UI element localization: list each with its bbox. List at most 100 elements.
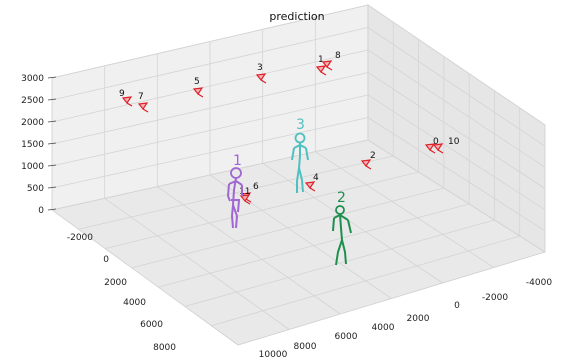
- camera-label: 8: [335, 51, 341, 61]
- grid-line: [367, 94, 546, 211]
- camera-marker: [239, 194, 251, 205]
- x-tick-label: 4000: [372, 323, 395, 333]
- camera-label: 9: [119, 89, 125, 99]
- skeleton-segment: [228, 179, 243, 186]
- skeleton-segment: [347, 219, 352, 234]
- camera-11: 11: [239, 187, 251, 205]
- grid-line: [104, 198, 290, 330]
- z-tick-label: 1000: [21, 162, 44, 172]
- skeleton-segment: [293, 143, 307, 149]
- y-tick-label: 4000: [123, 298, 146, 308]
- x-tick-label: 0: [454, 301, 460, 311]
- y-axis-ticks: -2000 0 2000 4000 6000 8000: [67, 233, 176, 353]
- person-1-label: 1: [233, 153, 242, 169]
- x-tick-label: 8000: [294, 342, 317, 352]
- person-1-lines: [226, 167, 243, 229]
- skeleton-segment: [332, 217, 335, 232]
- camera-marker: [315, 65, 327, 76]
- grid-line: [367, 49, 546, 168]
- y-tick-label: 6000: [140, 320, 163, 330]
- grid-line: [262, 163, 443, 284]
- grid-line: [157, 186, 341, 315]
- camera-label: 11: [239, 187, 250, 197]
- camera-10: 10: [432, 137, 460, 154]
- skeleton-segment: [333, 213, 349, 221]
- x-tick-label: 6000: [335, 332, 358, 342]
- camera-marker: [304, 181, 316, 192]
- camera-label: 5: [194, 77, 200, 87]
- camera-marker: [121, 96, 133, 107]
- camera-marker: [321, 60, 333, 71]
- z-tick-label: 3000: [21, 74, 44, 84]
- z-axis-ticks: 0 500 1000 1500 2000 2500 3000: [21, 74, 57, 216]
- camera-marker: [424, 143, 436, 154]
- z-tick-mark: [47, 76, 57, 79]
- person-3-lines: [291, 132, 309, 193]
- camera-4: 4: [304, 173, 319, 192]
- camera-label: 1: [318, 55, 324, 65]
- skeleton-segment: [335, 239, 343, 266]
- person-3-skeleton: 3: [291, 117, 309, 193]
- skeleton-segment: [226, 183, 231, 202]
- person-3-label: 3: [296, 117, 305, 133]
- camera-2: 2: [360, 151, 376, 170]
- skeleton-segment: [230, 204, 234, 229]
- camera-8: 8: [321, 51, 341, 71]
- camera-label: 3: [257, 63, 263, 73]
- y-tick-label: 0: [103, 255, 109, 265]
- y-tick-label: 2000: [104, 278, 127, 288]
- x-tick-label: -2000: [482, 293, 508, 303]
- camera-marker: [360, 159, 372, 170]
- grid-line: [367, 139, 546, 253]
- skeleton-segment: [231, 199, 241, 213]
- camera-7: 7: [137, 92, 149, 113]
- x-axis-ticks: -4000 -2000 0 2000 4000 6000 8000 10000: [259, 278, 553, 360]
- camera-label: 7: [138, 92, 144, 102]
- z-tick-mark: [47, 98, 57, 101]
- person-2-skeleton: 2: [332, 190, 352, 266]
- z-tick-label: 1500: [21, 140, 44, 150]
- skeleton-segment: [296, 167, 300, 193]
- camera-label: 10: [448, 137, 460, 147]
- x-tick-label: 2000: [407, 314, 430, 324]
- skeleton-segment: [291, 147, 295, 161]
- person-2-lines: [332, 205, 352, 266]
- camera-1: 1: [315, 55, 327, 76]
- z-tick-label: 2500: [21, 96, 44, 106]
- z-tick-label: 500: [27, 184, 44, 194]
- camera-label: 0: [433, 137, 439, 147]
- z-tick-mark: [47, 142, 57, 145]
- camera-label: 6: [253, 182, 259, 192]
- skeleton-segment: [298, 167, 304, 193]
- skeleton-head: [335, 205, 345, 215]
- grid-line: [367, 72, 546, 189]
- camera-label: 4: [313, 173, 319, 183]
- x-tick-label: -4000: [526, 278, 552, 288]
- camera-3: 3: [255, 63, 267, 84]
- camera-5: 5: [192, 77, 204, 98]
- grid-lines: [51, 4, 546, 330]
- grid-line: [315, 151, 495, 268]
- z-tick-mark: [47, 164, 57, 167]
- person-1-skeleton: 1: [226, 153, 243, 229]
- camera-marker: [137, 102, 149, 113]
- skeleton-head: [294, 132, 306, 144]
- skeleton-segment: [305, 147, 309, 161]
- camera-label: 2: [370, 151, 376, 161]
- camera-9: 9: [119, 89, 133, 107]
- grid-line: [367, 27, 546, 147]
- z-tick-mark: [47, 186, 57, 189]
- z-tick-mark: [47, 208, 57, 211]
- camera-0: 0: [424, 137, 439, 154]
- camera-marker: [432, 143, 444, 154]
- z-tick-label: 2000: [21, 118, 44, 128]
- grid-line: [367, 117, 546, 232]
- person-2-label: 2: [337, 190, 346, 206]
- camera-marker: [255, 73, 267, 84]
- chart-title: prediction: [269, 10, 324, 23]
- y-tick-label: 8000: [153, 343, 176, 353]
- grid-line: [367, 4, 546, 126]
- z-tick-label: 0: [38, 206, 44, 216]
- z-tick-mark: [47, 120, 57, 123]
